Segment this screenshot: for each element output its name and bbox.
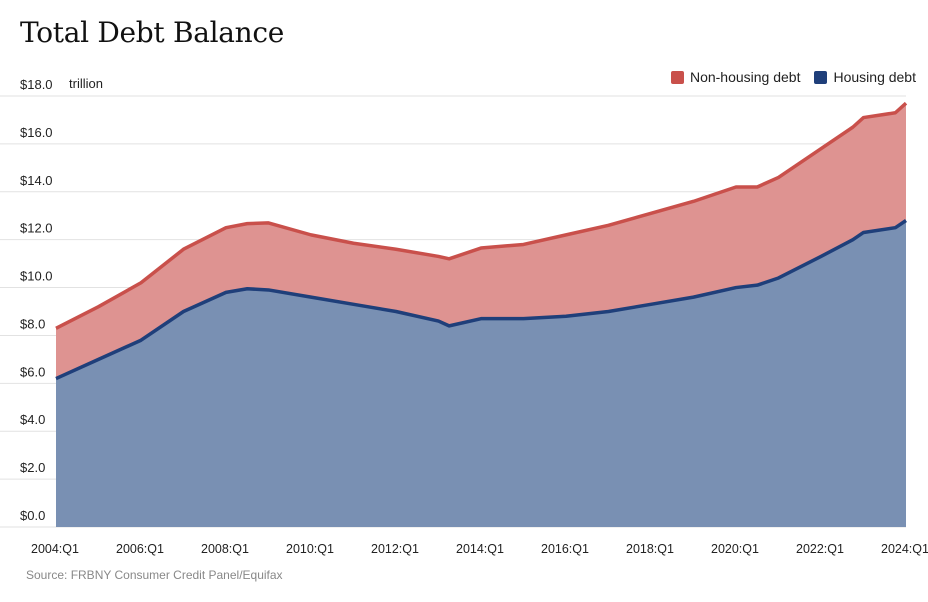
x-tick-label: 2020:Q1 — [711, 542, 759, 556]
area-non-housing — [56, 103, 906, 379]
legend-swatch-non-housing — [670, 70, 684, 84]
y-tick-label: $2.0 — [20, 460, 45, 475]
x-tick-label: 2004:Q1 — [31, 542, 79, 556]
y-axis-unit-label: trillion — [69, 76, 103, 91]
legend-item-housing[interactable]: Housing debt — [814, 69, 916, 85]
x-tick-label: 2008:Q1 — [201, 542, 249, 556]
line-non-housing — [55, 101, 908, 330]
line-housing — [55, 219, 907, 381]
y-tick-label: $8.0 — [20, 316, 45, 331]
y-tick-label: $14.0 — [20, 173, 53, 188]
y-axis-ticks: $0.0 $2.0 $4.0 $6.0 $8.0 $10.0 $12.0 $14.0 $16.0… — [20, 77, 53, 523]
x-tick-label: 2016:Q1 — [541, 542, 589, 556]
y-tick-label: $12.0 — [20, 221, 53, 236]
y-tick-label: $6.0 — [20, 364, 45, 379]
x-axis-ticks: 2004:Q1 2006:Q1 2008:Q1 2010:Q1 2012:Q1 2014:… — [31, 542, 928, 556]
legend-label-housing: Housing debt — [833, 69, 916, 85]
legend-item-non-housing[interactable]: Non-housing debt — [670, 69, 801, 85]
source-note: Source: FRBNY Consumer Credit Panel/Equi… — [26, 568, 283, 582]
y-tick-label: $10.0 — [20, 269, 53, 284]
x-tick-label: 2006:Q1 — [116, 542, 164, 556]
x-tick-label: 2012:Q1 — [371, 542, 419, 556]
x-tick-label: 2024:Q1 — [881, 542, 928, 556]
x-tick-label: 2022:Q1 — [796, 542, 844, 556]
y-tick-label: $16.0 — [20, 125, 53, 140]
y-tick-label: $0.0 — [20, 508, 45, 523]
legend: Non-housing debt Housing debt — [670, 69, 916, 85]
chart-title: Total Debt Balance — [20, 16, 285, 49]
debt-area-chart: $0.0 $2.0 $4.0 $6.0 $8.0 $10.0 $12.0 $14.0 $16.0… — [0, 76, 928, 556]
x-tick-label: 2018:Q1 — [626, 542, 674, 556]
x-tick-label: 2014:Q1 — [456, 542, 504, 556]
lines — [55, 101, 908, 381]
y-tick-label: $4.0 — [20, 412, 45, 427]
areas — [56, 103, 906, 527]
x-tick-label: 2010:Q1 — [286, 542, 334, 556]
y-tick-label: $18.0 — [20, 77, 53, 92]
legend-label-non-housing: Non-housing debt — [689, 69, 801, 85]
legend-swatch-housing — [814, 70, 828, 84]
